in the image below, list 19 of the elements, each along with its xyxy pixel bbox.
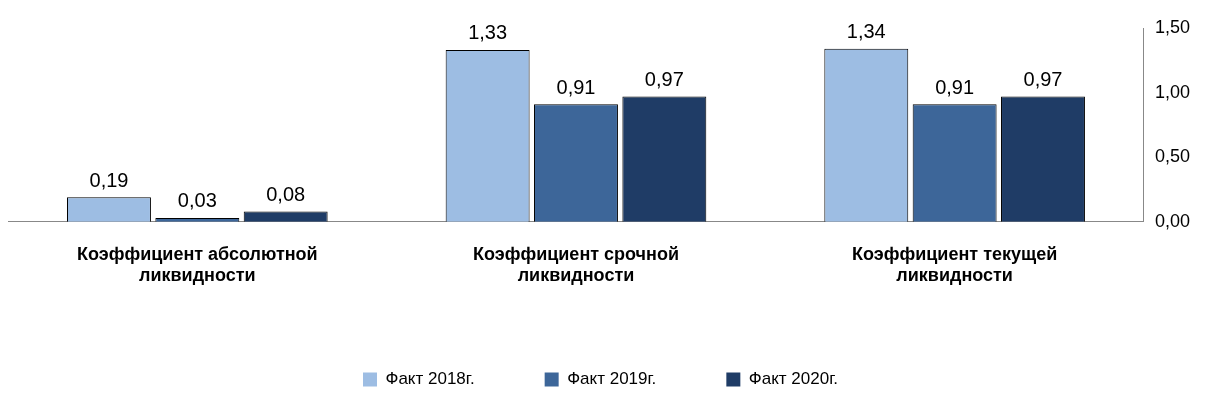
data-label: 0,97 <box>644 67 684 90</box>
data-label: 0,91 <box>935 75 975 98</box>
data-label: 0,91 <box>556 75 596 98</box>
data-label: 0,03 <box>177 189 217 212</box>
data-label: 1,34 <box>846 20 886 43</box>
x-tick-label: Коэффициент текущей ликвидности <box>852 243 1058 286</box>
data-label: 0,08 <box>266 182 306 205</box>
data-label: 0,19 <box>89 168 129 191</box>
legend-label: Факт 2020г. <box>748 369 839 389</box>
data-label: 0,97 <box>1023 67 1063 90</box>
y-tick-label: 1,00 <box>1154 81 1191 102</box>
legend-label: Факт 2018г. <box>385 369 475 389</box>
y-tick-label: 0,00 <box>1154 210 1191 231</box>
x-tick-label: Коэффициент срочной ликвидности <box>472 243 679 286</box>
y-tick-label: 1,50 <box>1154 16 1191 37</box>
y-tick-label: 0,50 <box>1154 146 1191 167</box>
data-label: 1,33 <box>468 21 508 44</box>
legend-label: Факт 2019г. <box>567 369 657 389</box>
x-tick-label: Коэффициент абсолютной ликвидности <box>77 243 318 286</box>
